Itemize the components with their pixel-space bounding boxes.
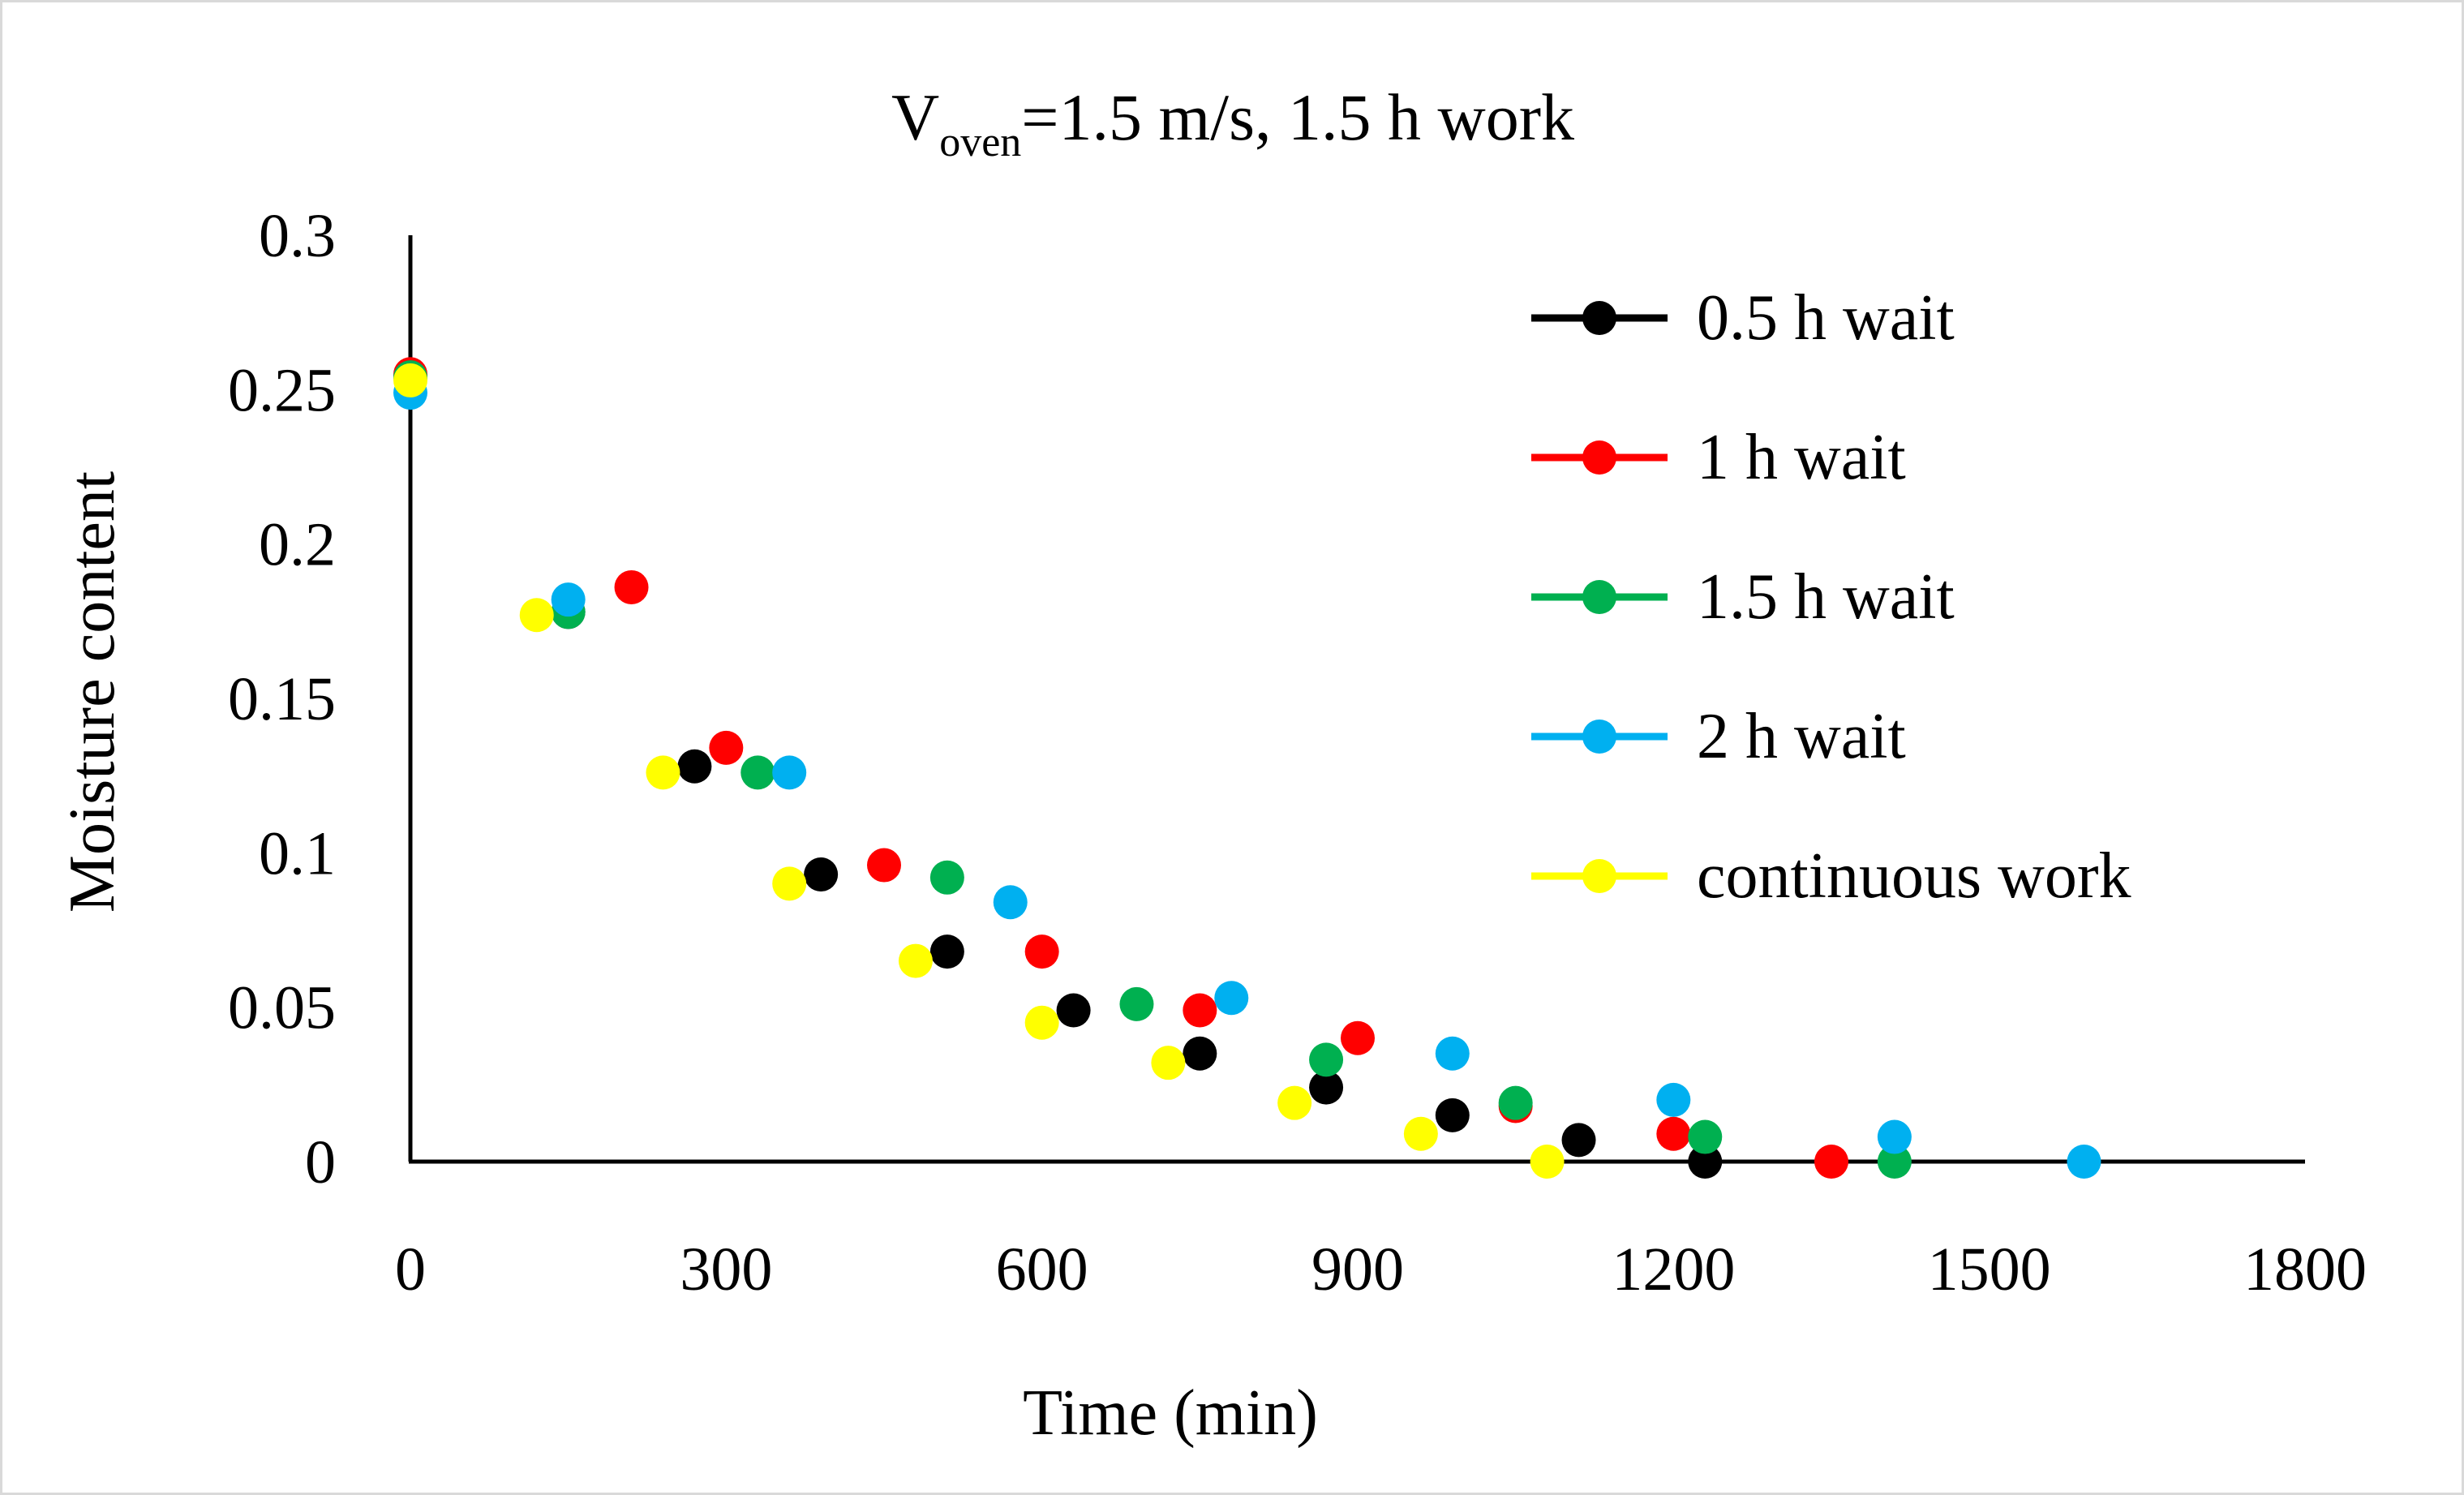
legend-marker bbox=[1582, 440, 1616, 475]
x-tick-labels: 0 300 600 900 1200 1500 1800 bbox=[395, 1235, 2367, 1304]
chart-title-prefix: V bbox=[891, 80, 939, 154]
data-point bbox=[740, 755, 775, 790]
y-tick-label: 0 bbox=[305, 1128, 336, 1196]
data-point bbox=[1530, 1145, 1565, 1179]
data-point bbox=[1309, 1042, 1344, 1077]
data-point bbox=[1183, 1036, 1217, 1071]
legend-item: 1 h wait bbox=[1531, 422, 1906, 493]
x-tick-label: 0 bbox=[395, 1235, 426, 1304]
y-tick-label: 0.2 bbox=[259, 511, 336, 579]
data-point bbox=[1877, 1119, 1912, 1154]
x-axis-title: Time (min) bbox=[1023, 1377, 1318, 1449]
data-points bbox=[393, 357, 2101, 1179]
data-point bbox=[1119, 986, 1154, 1021]
data-point bbox=[993, 885, 1028, 920]
x-tick-label: 300 bbox=[680, 1235, 772, 1304]
data-point bbox=[1435, 1098, 1470, 1132]
data-point bbox=[1435, 1036, 1470, 1071]
data-point bbox=[1403, 1116, 1438, 1151]
data-point bbox=[1214, 981, 1249, 1016]
data-point bbox=[1688, 1119, 1723, 1154]
data-point bbox=[1024, 934, 1059, 969]
series-2-h-wait bbox=[393, 376, 2101, 1179]
data-point bbox=[804, 857, 839, 891]
data-point bbox=[1056, 993, 1091, 1028]
data-point bbox=[1561, 1123, 1596, 1158]
data-point bbox=[2067, 1145, 2101, 1179]
data-point bbox=[1814, 1145, 1848, 1179]
data-point bbox=[898, 943, 933, 978]
data-point bbox=[772, 866, 807, 901]
x-tick-label: 1200 bbox=[1612, 1235, 1735, 1304]
legend-marker bbox=[1582, 720, 1616, 754]
chart-title-subscript: oven bbox=[939, 119, 1021, 165]
legend-marker bbox=[1582, 580, 1616, 614]
data-point bbox=[772, 755, 807, 790]
x-tick-label: 900 bbox=[1311, 1235, 1404, 1304]
legend-label: 0.5 h wait bbox=[1697, 282, 1955, 354]
data-point bbox=[1277, 1085, 1312, 1120]
legend-item: 0.5 h wait bbox=[1531, 282, 1955, 354]
data-point bbox=[1024, 1005, 1059, 1040]
legend-marker bbox=[1582, 859, 1616, 893]
y-tick-label: 0.05 bbox=[228, 974, 336, 1042]
legend-label: 1 h wait bbox=[1697, 422, 1906, 493]
legend-label: 2 h wait bbox=[1697, 701, 1906, 772]
data-point bbox=[1656, 1082, 1691, 1117]
y-axis-title: Moisture content bbox=[57, 471, 128, 913]
legend-label: continuous work bbox=[1697, 840, 2131, 912]
data-point bbox=[1151, 1046, 1186, 1080]
y-tick-label: 0.1 bbox=[259, 819, 336, 887]
data-point bbox=[646, 755, 680, 790]
data-point bbox=[1309, 1070, 1344, 1105]
y-tick-label: 0.25 bbox=[228, 356, 336, 424]
legend-item: 2 h wait bbox=[1531, 701, 1906, 772]
data-point bbox=[1688, 1145, 1723, 1179]
chart-title-suffix: =1.5 m/s, 1.5 h work bbox=[1021, 80, 1574, 154]
y-tick-label: 0.15 bbox=[228, 665, 336, 733]
data-point bbox=[929, 934, 964, 969]
data-point bbox=[677, 749, 712, 784]
series-continuous-work bbox=[393, 363, 1565, 1179]
chart-title: Voven=1.5 m/s, 1.5 h work bbox=[891, 80, 1574, 165]
data-point bbox=[929, 860, 964, 895]
series-1-h-wait bbox=[393, 357, 1848, 1179]
x-tick-label: 1500 bbox=[1928, 1235, 2051, 1304]
legend-item: 1.5 h wait bbox=[1531, 561, 1955, 633]
data-point bbox=[709, 730, 744, 765]
legend-marker bbox=[1582, 301, 1616, 335]
data-point bbox=[614, 569, 649, 604]
data-point bbox=[867, 848, 901, 883]
data-point bbox=[1498, 1085, 1533, 1120]
data-point bbox=[519, 598, 554, 633]
data-point bbox=[551, 582, 586, 617]
series-1-5-h-wait bbox=[393, 360, 1912, 1179]
data-point bbox=[1183, 993, 1217, 1028]
series-0-5-h-wait bbox=[393, 360, 1723, 1179]
data-point bbox=[1341, 1020, 1375, 1055]
legend-label: 1.5 h wait bbox=[1697, 561, 1955, 633]
data-point bbox=[1656, 1116, 1691, 1151]
x-tick-label: 600 bbox=[996, 1235, 1088, 1304]
legend-item: continuous work bbox=[1531, 840, 2131, 912]
y-tick-label: 0.3 bbox=[259, 202, 336, 270]
data-point bbox=[1877, 1145, 1912, 1179]
x-tick-label: 1800 bbox=[2243, 1235, 2367, 1304]
y-tick-labels: 0 0.05 0.1 0.15 0.2 0.25 0.3 bbox=[228, 202, 336, 1196]
legend: 0.5 h wait 1 h wait 1.5 h wait 2 h wait cont… bbox=[1531, 282, 2131, 912]
data-point bbox=[393, 363, 427, 397]
